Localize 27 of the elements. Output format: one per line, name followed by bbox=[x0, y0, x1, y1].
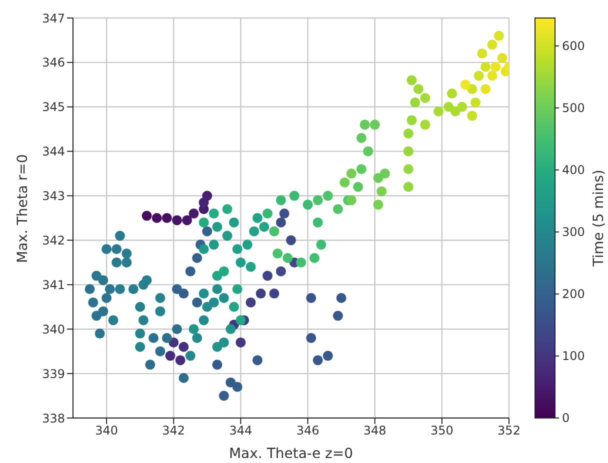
y-tick-label: 347 bbox=[42, 11, 65, 26]
y-tick-label: 338 bbox=[42, 411, 65, 426]
x-tick-label: 344 bbox=[229, 424, 252, 438]
y-tick-label: 344 bbox=[42, 144, 65, 159]
color-bar-label: 400 bbox=[562, 162, 585, 177]
color-bar-title: Time (5 mins) bbox=[591, 170, 607, 268]
x-tick-label: 342 bbox=[162, 424, 186, 438]
x-axis-title: Max. Theta-e z=0 bbox=[228, 446, 354, 462]
x-tick-label: 352 bbox=[498, 424, 520, 438]
y-axis-title: Max. Theta r=0 bbox=[14, 154, 31, 263]
x-tick-label: 350 bbox=[430, 424, 454, 438]
y-tick-label: 340 bbox=[42, 322, 65, 336]
color-bar-label: 100 bbox=[562, 348, 585, 363]
y-tick-label: 345 bbox=[42, 100, 65, 114]
y-tick-label: 346 bbox=[42, 56, 65, 70]
y-tick-label: 342 bbox=[42, 233, 65, 248]
color-bar-label: 0 bbox=[562, 411, 570, 425]
color-bar-label: 500 bbox=[562, 100, 585, 115]
y-tick-label: 341 bbox=[42, 278, 65, 292]
color-bar-label: 200 bbox=[562, 286, 585, 301]
x-tick-label: 340 bbox=[95, 424, 118, 438]
color-bar-label: 300 bbox=[562, 224, 585, 239]
color-bar-label: 600 bbox=[562, 38, 585, 53]
x-tick-label: 348 bbox=[363, 424, 386, 438]
y-tick-label: 339 bbox=[42, 366, 65, 381]
y-tick-label: 343 bbox=[42, 189, 65, 204]
x-tick-label: 346 bbox=[296, 424, 320, 438]
